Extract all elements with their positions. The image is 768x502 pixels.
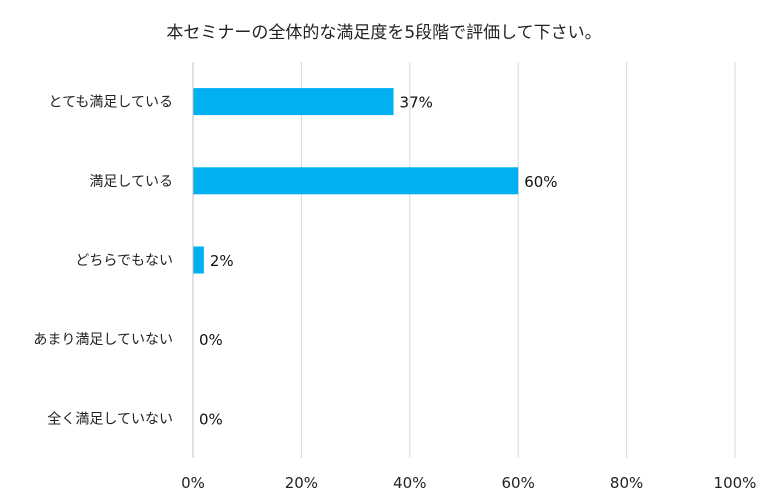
x-tick-label: 60%	[502, 474, 535, 492]
gridlines	[300, 62, 736, 458]
category-labels: とても満足している満足しているどちらでもないあまり満足していない全く満足していな…	[33, 95, 173, 428]
x-tick-label: 80%	[610, 474, 643, 492]
value-label: 37%	[400, 94, 433, 112]
value-label: 0%	[199, 410, 223, 428]
bar	[193, 246, 204, 274]
x-tick-label: 100%	[714, 474, 757, 492]
chart-title: 本セミナーの全体的な満足度を5段階で評価して下さい。	[166, 23, 602, 43]
category-label: とても満足している	[49, 95, 173, 111]
bar	[193, 88, 394, 116]
value-labels: 37% 60% 2% 0% 0%	[199, 94, 558, 429]
value-label: 2%	[210, 252, 234, 270]
x-tick-label: 0%	[181, 474, 205, 492]
x-tick-label: 40%	[393, 474, 426, 492]
category-label: 満足している	[89, 174, 173, 190]
value-label: 60%	[524, 173, 557, 191]
x-tick-label: 20%	[285, 474, 318, 492]
bars	[193, 88, 519, 274]
category-label: どちらでもない	[75, 253, 173, 269]
category-label: あまり満足していない	[33, 332, 173, 348]
value-label: 0%	[199, 331, 223, 349]
bar	[193, 167, 519, 195]
x-tick-labels: 0% 20% 40% 60% 80% 100%	[181, 474, 756, 492]
category-label: 全く満足していない	[47, 410, 173, 427]
